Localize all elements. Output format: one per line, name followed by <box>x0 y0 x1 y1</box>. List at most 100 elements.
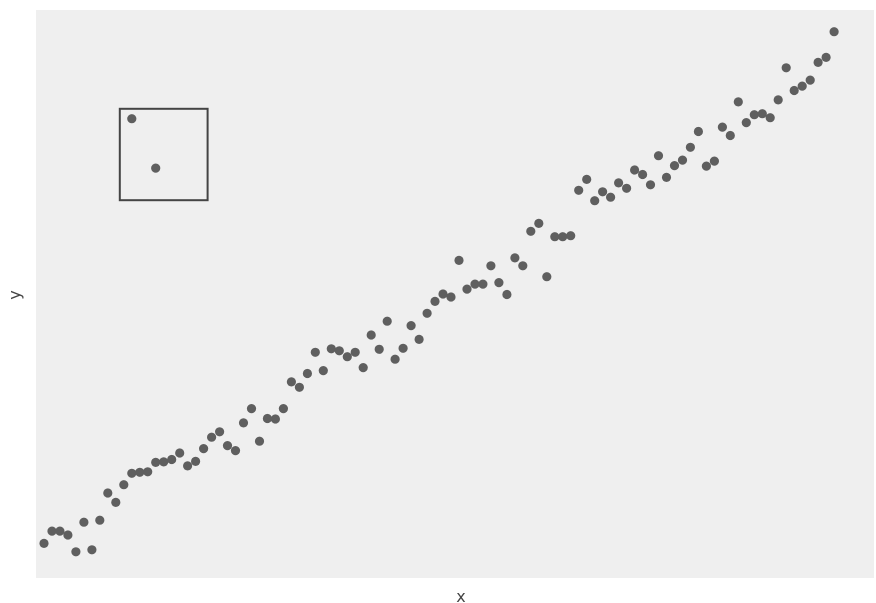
data-point <box>270 414 280 424</box>
data-point <box>135 467 145 477</box>
plot-panel <box>36 10 874 578</box>
data-point <box>167 454 177 465</box>
data-point <box>103 488 113 498</box>
data-point <box>773 95 783 105</box>
data-point <box>542 272 552 282</box>
data-point <box>717 122 728 132</box>
data-point <box>246 404 257 414</box>
data-point <box>438 289 448 299</box>
data-point <box>294 382 304 392</box>
data-point <box>638 169 648 180</box>
data-point <box>614 178 624 188</box>
data-point <box>701 161 712 171</box>
data-point <box>222 441 233 451</box>
data-point <box>709 156 720 166</box>
data-point <box>151 457 161 467</box>
data-point <box>238 418 249 428</box>
data-point <box>406 321 416 331</box>
data-point <box>510 253 520 263</box>
data-point <box>111 497 121 507</box>
data-point <box>486 261 496 271</box>
data-point <box>230 446 241 456</box>
data-point <box>127 468 137 478</box>
data-point <box>254 436 265 446</box>
data-point <box>55 526 65 536</box>
data-point <box>550 232 560 242</box>
data-point <box>398 343 408 353</box>
data-point <box>622 183 632 193</box>
data-point <box>797 81 807 91</box>
data-point <box>653 151 664 161</box>
data-point <box>566 231 576 241</box>
data-point <box>334 346 344 356</box>
data-point <box>590 196 600 206</box>
data-point <box>725 130 735 141</box>
data-point <box>558 232 568 242</box>
data-point <box>47 526 57 536</box>
data-point <box>749 110 759 120</box>
data-point <box>262 413 272 424</box>
data-point <box>79 517 89 527</box>
data-point <box>757 109 767 119</box>
data-point <box>821 52 831 63</box>
data-point <box>733 97 743 107</box>
data-point <box>278 404 288 414</box>
data-point <box>781 63 791 73</box>
data-point <box>318 366 328 376</box>
data-point <box>574 185 584 195</box>
data-point <box>366 330 376 340</box>
data-point <box>71 547 81 557</box>
data-point <box>119 480 129 490</box>
data-point <box>669 161 680 171</box>
data-point <box>526 226 536 236</box>
data-point <box>518 261 528 271</box>
data-point <box>342 352 352 362</box>
data-point <box>805 75 815 85</box>
data-point <box>191 456 201 466</box>
data-point <box>478 279 488 289</box>
data-point <box>382 316 392 326</box>
y-axis-label: y <box>5 290 24 299</box>
data-point <box>829 27 839 37</box>
data-point <box>693 126 704 137</box>
data-point <box>685 142 696 152</box>
data-point <box>813 57 823 67</box>
data-point <box>765 113 775 123</box>
outlier-highlight-box <box>118 107 209 202</box>
data-point <box>286 377 296 387</box>
data-point <box>374 344 384 354</box>
data-point <box>143 467 153 477</box>
data-point <box>462 284 472 294</box>
data-point <box>95 515 105 525</box>
data-points <box>39 27 839 557</box>
data-point <box>39 538 49 549</box>
data-point <box>494 278 504 288</box>
annotations <box>118 107 209 202</box>
data-point <box>789 85 799 96</box>
data-point <box>661 172 672 182</box>
outlier-point <box>127 114 137 124</box>
data-point <box>159 457 169 467</box>
data-point <box>63 530 73 540</box>
data-point <box>87 545 97 555</box>
data-point <box>422 308 432 318</box>
data-point <box>606 192 616 202</box>
x-axis-label: x <box>456 587 465 603</box>
data-point <box>741 118 751 128</box>
data-point <box>358 363 368 373</box>
data-point <box>598 187 608 197</box>
data-point <box>215 427 225 437</box>
data-point <box>446 292 456 302</box>
data-point <box>534 218 544 228</box>
data-point <box>350 347 360 357</box>
data-point <box>310 347 320 357</box>
data-point <box>175 448 185 458</box>
data-point <box>326 344 336 354</box>
data-point <box>502 289 512 300</box>
data-point <box>414 334 424 344</box>
data-point <box>470 279 480 289</box>
data-point <box>430 296 440 306</box>
data-point <box>677 155 688 165</box>
data-point <box>645 180 656 190</box>
